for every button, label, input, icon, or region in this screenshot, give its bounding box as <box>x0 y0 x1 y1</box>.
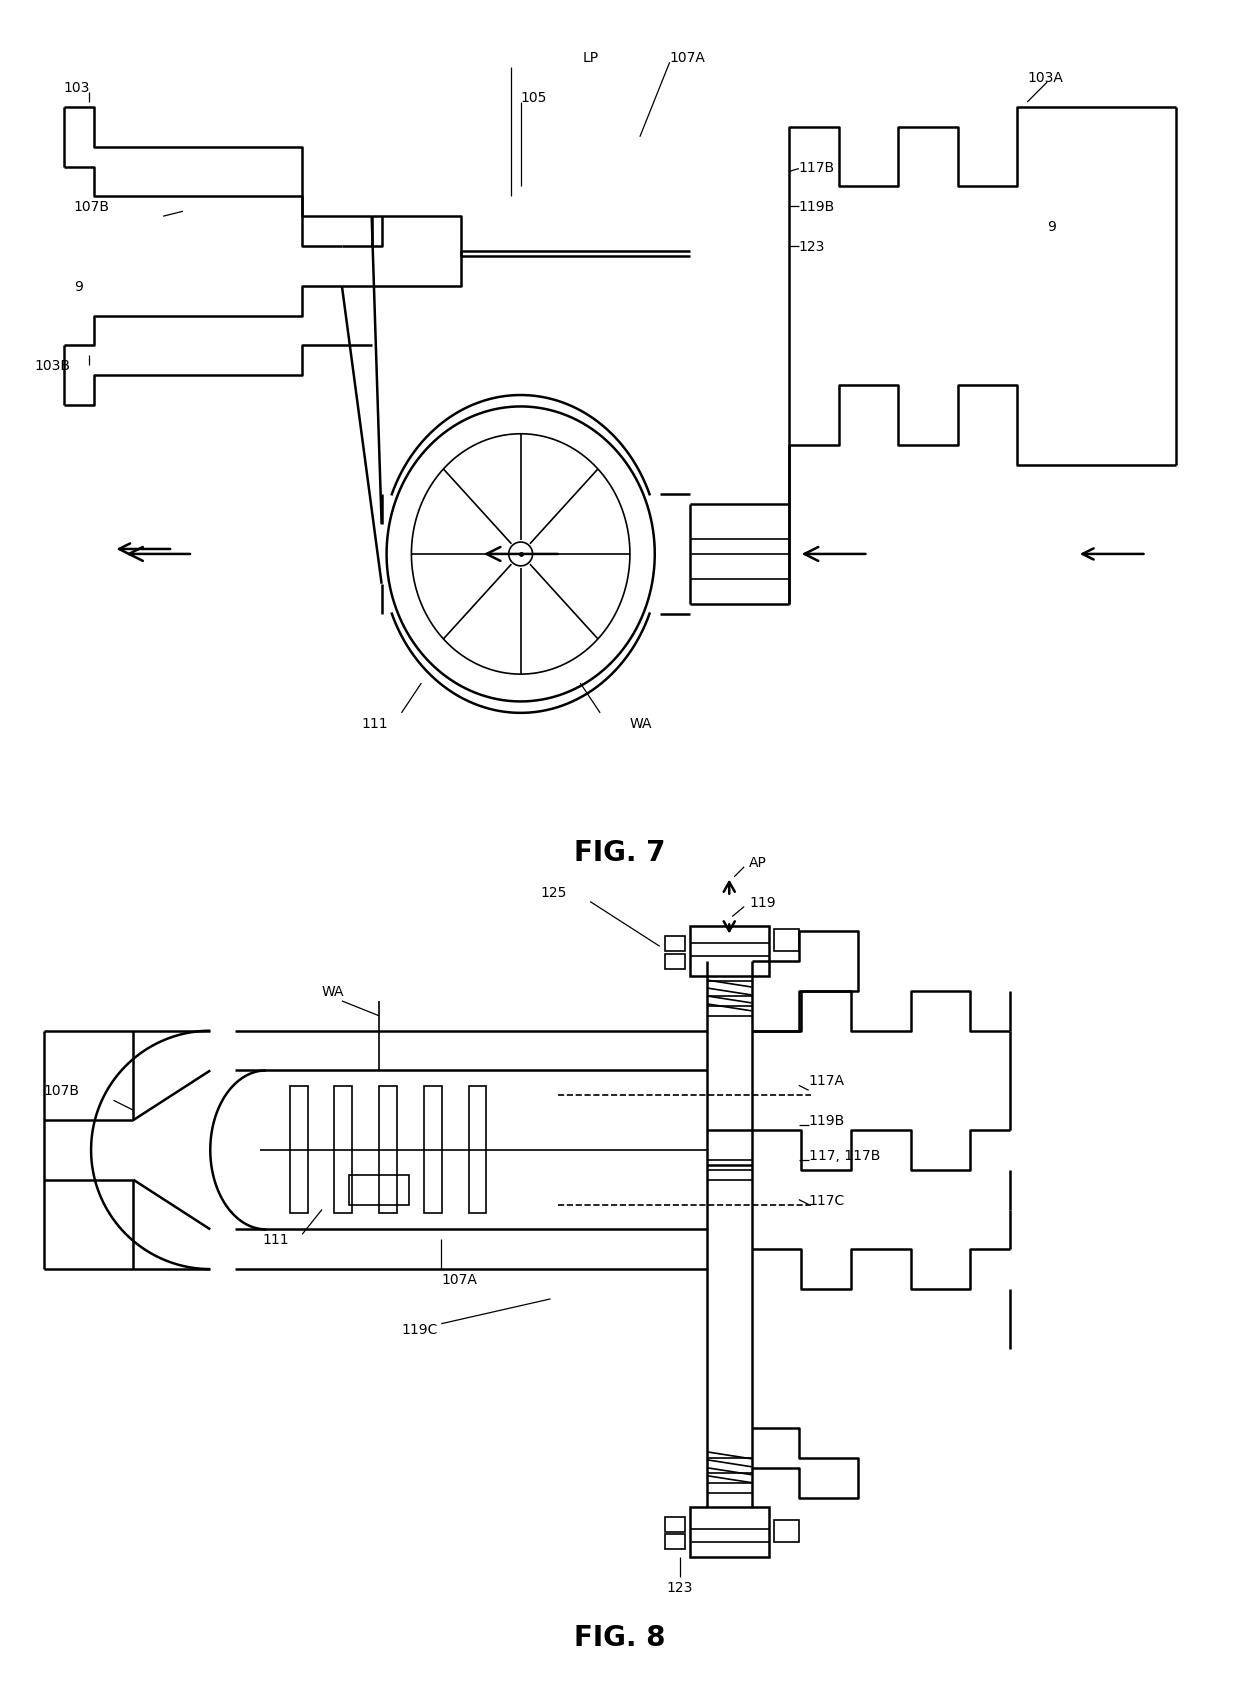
Text: 111: 111 <box>263 1233 289 1246</box>
Bar <box>350 1176 409 1204</box>
Text: 103B: 103B <box>33 358 69 373</box>
Text: 117B: 117B <box>799 160 835 175</box>
Bar <box>290 1087 308 1214</box>
Text: 107B: 107B <box>73 200 109 214</box>
Text: 119: 119 <box>749 895 776 908</box>
Text: 107A: 107A <box>441 1272 477 1287</box>
Bar <box>469 1087 486 1214</box>
Text: 119B: 119B <box>808 1113 844 1127</box>
Text: WA: WA <box>630 717 652 730</box>
Text: FIG. 7: FIG. 7 <box>574 838 666 866</box>
Text: 123: 123 <box>799 241 825 254</box>
Bar <box>665 1534 684 1549</box>
Text: 111: 111 <box>362 717 388 730</box>
Bar <box>424 1087 441 1214</box>
Text: 103A: 103A <box>1027 71 1063 86</box>
Bar <box>774 1521 799 1542</box>
Text: 117C: 117C <box>808 1193 844 1208</box>
Bar <box>774 930 799 952</box>
Text: 105: 105 <box>521 91 547 104</box>
Text: 119C: 119C <box>402 1322 438 1336</box>
Bar <box>689 927 769 977</box>
Bar <box>665 1517 684 1532</box>
Bar <box>379 1087 397 1214</box>
Text: AP: AP <box>749 856 768 870</box>
Text: 103: 103 <box>63 81 91 96</box>
Text: 117A: 117A <box>808 1073 844 1088</box>
Text: 117, 117B: 117, 117B <box>808 1149 880 1162</box>
Bar <box>665 937 684 952</box>
Bar <box>689 1507 769 1558</box>
Text: LP: LP <box>582 50 598 66</box>
Text: 9: 9 <box>1047 220 1056 234</box>
Text: FIG. 8: FIG. 8 <box>574 1623 666 1650</box>
Bar <box>335 1087 352 1214</box>
Text: 123: 123 <box>666 1579 693 1595</box>
Text: 9: 9 <box>73 279 83 294</box>
Text: 119B: 119B <box>799 200 835 214</box>
Text: 107A: 107A <box>670 50 706 66</box>
Text: WA: WA <box>322 984 345 999</box>
Text: 107B: 107B <box>43 1083 79 1098</box>
Bar <box>665 955 684 969</box>
Text: 125: 125 <box>541 885 567 900</box>
